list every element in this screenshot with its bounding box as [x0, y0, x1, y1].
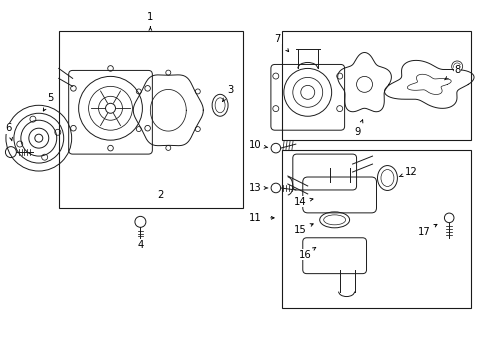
Text: 6: 6	[6, 123, 12, 133]
Text: 8: 8	[453, 66, 459, 76]
Text: 3: 3	[226, 85, 233, 95]
Text: 9: 9	[354, 127, 360, 137]
Text: 15: 15	[293, 225, 305, 235]
Bar	[281, 31, 470, 140]
Text: 10: 10	[248, 140, 261, 150]
Text: 4: 4	[137, 240, 143, 250]
Text: 13: 13	[248, 183, 261, 193]
Text: 12: 12	[404, 167, 417, 177]
Text: 2: 2	[157, 190, 163, 200]
Text: 16: 16	[298, 250, 310, 260]
Text: 11: 11	[248, 213, 261, 223]
Text: 5: 5	[47, 93, 54, 103]
Bar	[59, 31, 243, 208]
Text: 7: 7	[274, 33, 281, 44]
Bar	[281, 150, 470, 307]
Text: 1: 1	[147, 12, 153, 22]
Text: 17: 17	[417, 227, 430, 237]
Text: 14: 14	[293, 197, 305, 207]
